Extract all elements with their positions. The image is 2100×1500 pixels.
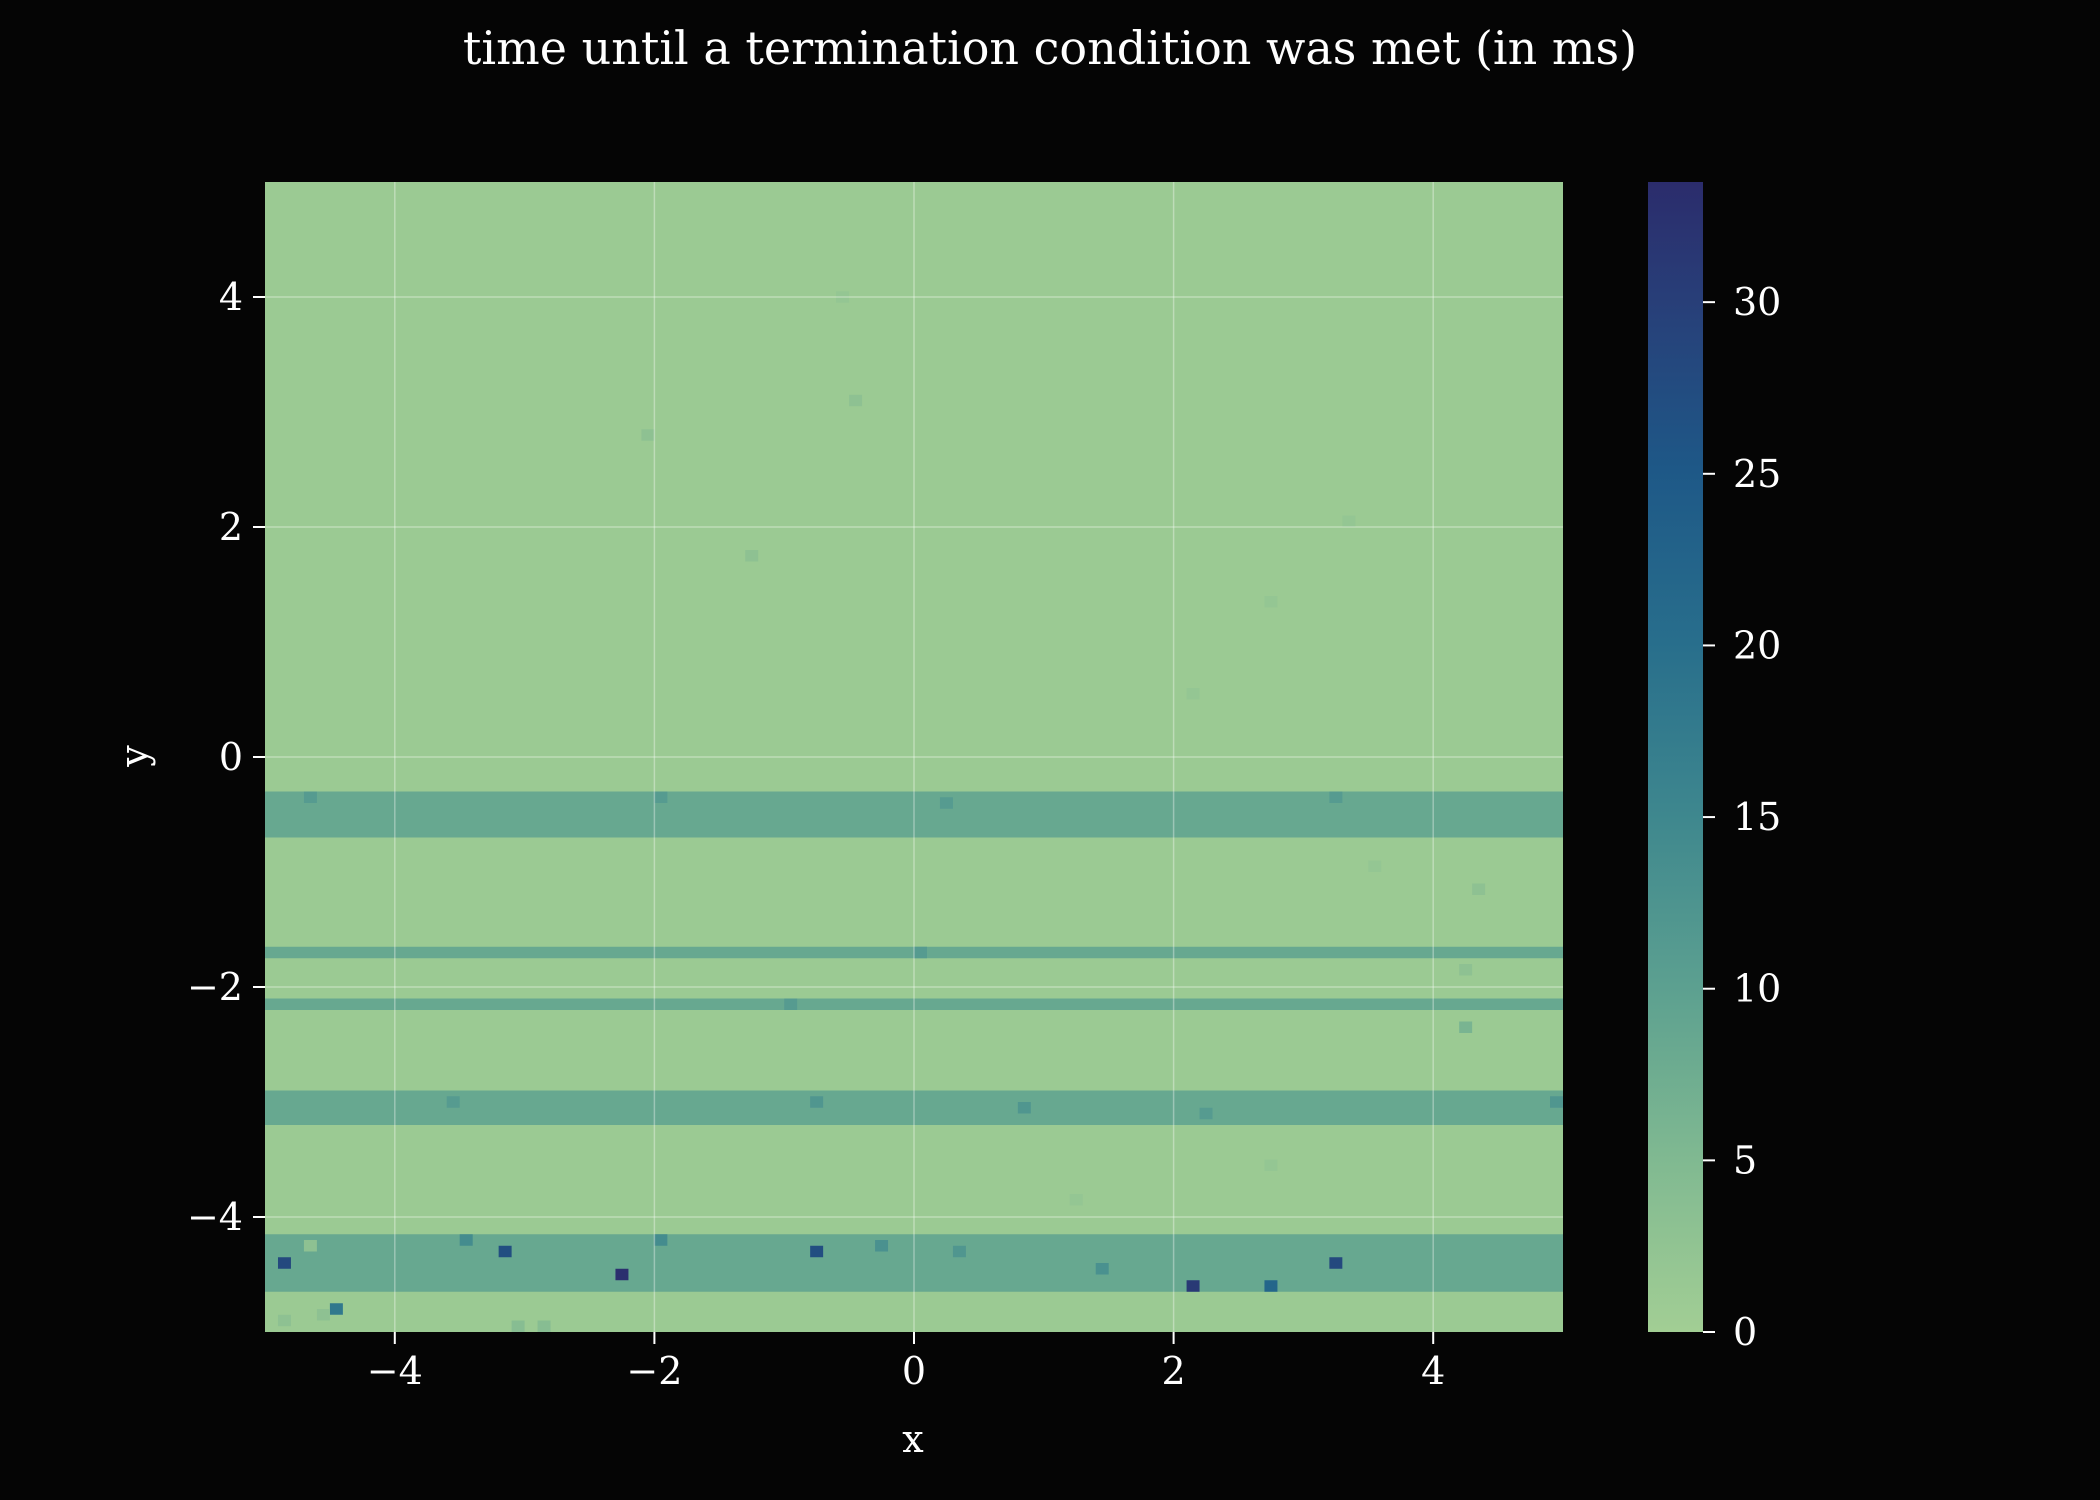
heatmap-cell — [784, 998, 798, 1010]
heatmap-cell — [303, 791, 317, 803]
heatmap-cell — [1550, 1096, 1563, 1108]
heatmap-cell — [1186, 1280, 1200, 1292]
heatmap-cell — [329, 1303, 343, 1315]
heatmap-band-1 — [265, 791, 1563, 838]
x-tick-label: 2 — [1162, 1349, 1186, 1393]
heatmap-cell — [1017, 1102, 1031, 1114]
colorbar-tick-label: 5 — [1733, 1138, 1757, 1182]
heatmap-cell — [303, 1240, 317, 1252]
heatmap-cell — [498, 1245, 512, 1258]
x-tick-label: 0 — [902, 1349, 926, 1393]
heatmap-cell — [849, 394, 863, 407]
heatmap-cell — [1472, 883, 1486, 895]
heatmap-cell — [1329, 791, 1343, 803]
heatmap-background — [265, 182, 1563, 1332]
heatmap-cell — [511, 1320, 525, 1332]
heatmap-cell — [1368, 860, 1382, 872]
y-tick-label: 4 — [219, 275, 243, 319]
heatmap-cell — [810, 1096, 824, 1108]
heatmap-cell — [537, 1320, 551, 1332]
x-tick-label: −4 — [367, 1349, 423, 1393]
y-tick-label: 2 — [219, 505, 243, 549]
heatmap-cell — [836, 291, 850, 303]
heatmap-cell — [810, 1245, 824, 1258]
colorbar-tick-label: 30 — [1733, 280, 1781, 324]
heatmap-cell — [745, 550, 759, 562]
heatmap-cell — [277, 1314, 291, 1327]
heatmap-cell — [1329, 1257, 1343, 1269]
heatmap-cell — [1199, 1107, 1213, 1120]
y-tick-label: −4 — [187, 1195, 243, 1239]
y-axis: −4 −2 0 2 4 — [187, 275, 265, 1239]
y-tick-label: −2 — [187, 965, 243, 1009]
y-tick-label: 0 — [219, 735, 243, 779]
colorbar-ticks: 0 5 10 15 20 25 30 — [1703, 280, 1781, 1354]
heatmap-cell — [952, 1245, 966, 1258]
heatmap-cell — [1342, 515, 1356, 527]
y-axis-label: y — [112, 745, 156, 768]
heatmap-cell — [1069, 1194, 1083, 1206]
heatmap-cell — [654, 1234, 668, 1246]
heatmap-band-5 — [265, 1234, 1563, 1292]
x-tick-label: −2 — [626, 1349, 682, 1393]
grid-lines — [265, 182, 1563, 1332]
heatmap-cell — [875, 1240, 889, 1252]
heatmap-cell — [1264, 1280, 1278, 1292]
heatmap-cell — [1186, 688, 1200, 700]
heatmap-cell — [615, 1268, 629, 1281]
heatmap-cell — [914, 946, 927, 959]
colorbar-tick-label: 25 — [1733, 452, 1781, 496]
chart-title: time until a termination condition was m… — [463, 21, 1637, 75]
heatmap-cell — [1264, 1159, 1278, 1171]
heatmap-cells — [265, 182, 1563, 1332]
heatmap-cell — [446, 1096, 460, 1108]
x-axis: −4 −2 0 2 4 — [367, 1332, 1445, 1393]
heatmap-cell — [316, 1309, 330, 1321]
heatmap-cell — [1459, 964, 1473, 976]
colorbar — [1648, 182, 1703, 1332]
colorbar-tick-label: 0 — [1733, 1310, 1757, 1354]
heatmap-cell — [1095, 1263, 1109, 1275]
heatmap-band-3 — [265, 998, 1563, 1010]
x-axis-label: x — [902, 1417, 923, 1461]
heatmap-cell — [1264, 596, 1278, 608]
heatmap-cell — [939, 797, 953, 809]
x-tick-label: 4 — [1421, 1349, 1445, 1393]
heatmap-cell — [459, 1234, 473, 1246]
colorbar-tick-label: 20 — [1733, 623, 1781, 667]
colorbar-tick-label: 10 — [1733, 967, 1781, 1011]
heatmap-cell — [654, 791, 668, 803]
heatmap-cell — [1459, 1021, 1473, 1033]
heatmap-cell — [641, 429, 655, 441]
heatmap-cell — [277, 1257, 291, 1269]
colorbar-tick-label: 15 — [1733, 795, 1781, 839]
heatmap-band-4 — [265, 1090, 1563, 1125]
